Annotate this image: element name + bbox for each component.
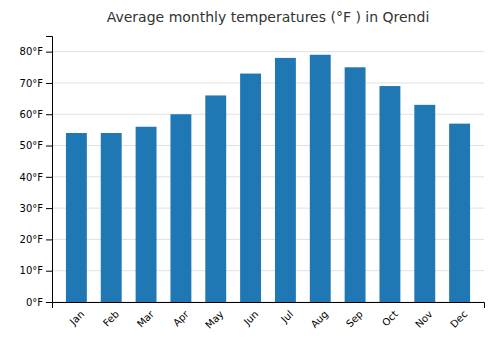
tick-label: 50°F — [20, 140, 44, 151]
bar — [379, 86, 400, 302]
tick: Jul — [278, 308, 295, 325]
tick: Jun — [241, 308, 261, 328]
tick-label: 20°F — [20, 234, 44, 245]
axis-line — [46, 37, 53, 303]
tick: Jan — [67, 308, 86, 327]
bar — [101, 133, 122, 302]
tick-mark — [46, 302, 52, 303]
tick-label: 60°F — [20, 109, 44, 120]
tick-label: Sep — [344, 308, 365, 329]
grid-line — [52, 82, 484, 83]
bar — [449, 124, 470, 302]
chart: 0°F 10°F 20°F 30°F 40°F 50°F 60°F 70°F 80°F Jan Fe… — [0, 0, 500, 350]
tick-label: 30°F — [20, 203, 44, 214]
tick-label: 40°F — [20, 172, 44, 183]
tick-label: Jan — [67, 308, 86, 327]
tick-label: Nov — [413, 308, 435, 330]
x-axis: Jan Feb Mar Apr May Jun Jul Aug Sep Oct Nov Dec — [53, 303, 485, 331]
tick: 0°F — [26, 297, 52, 308]
tick-mark — [46, 271, 52, 272]
tick: 70°F — [20, 78, 52, 89]
tick: Mar — [135, 308, 157, 330]
tick: Sep — [344, 308, 365, 329]
tick: 10°F — [20, 265, 52, 276]
tick-mark — [46, 239, 52, 240]
tick: Dec — [448, 308, 469, 329]
tick-label: 80°F — [20, 46, 44, 57]
tick: Feb — [101, 308, 121, 328]
tick: 80°F — [20, 46, 52, 57]
grid-line — [52, 51, 484, 52]
bar — [345, 67, 366, 302]
tick-mark — [46, 146, 52, 147]
plot: 0°F 10°F 20°F 30°F 40°F 50°F 60°F 70°F 80°F Jan Fe… — [20, 37, 485, 331]
tick-mark — [46, 114, 52, 115]
tick-label: 10°F — [20, 265, 44, 276]
tick-label: May — [203, 308, 225, 330]
axis-line — [53, 303, 485, 309]
grid — [52, 52, 484, 302]
bar — [414, 105, 435, 302]
tick-label: Dec — [448, 308, 469, 329]
tick: 40°F — [20, 172, 52, 183]
bar — [205, 95, 226, 302]
tick: Nov — [413, 308, 435, 330]
bar — [310, 55, 331, 302]
tick-mark — [46, 83, 52, 84]
bar — [136, 127, 157, 302]
tick-label: 70°F — [20, 78, 44, 89]
tick-label: Apr — [171, 308, 192, 329]
bars — [66, 55, 470, 302]
bar — [240, 74, 261, 302]
tick: 50°F — [20, 140, 52, 151]
tick: Oct — [380, 308, 400, 328]
bar — [170, 114, 191, 302]
tick-label: Jul — [278, 308, 295, 325]
title: Average monthly temperatures (°F ) in Qr… — [107, 9, 430, 25]
tick-label: 0°F — [26, 297, 43, 308]
tick-mark — [46, 52, 52, 53]
tick: 30°F — [20, 203, 52, 214]
bar — [66, 133, 87, 302]
tick-mark — [46, 208, 52, 209]
tick: Apr — [171, 308, 192, 329]
bar — [275, 58, 296, 302]
tick: May — [203, 308, 225, 330]
tick: 60°F — [20, 109, 52, 120]
tick-label: Mar — [135, 308, 157, 330]
tick-label: Feb — [101, 308, 121, 328]
tick: Aug — [309, 308, 331, 330]
tick-label: Jun — [241, 308, 261, 328]
tick-mark — [46, 177, 52, 178]
tick: 20°F — [20, 234, 52, 245]
tick-label: Aug — [309, 308, 331, 330]
y-axis: 0°F 10°F 20°F 30°F 40°F 50°F 60°F 70°F 80°F — [20, 37, 53, 308]
tick-label: Oct — [380, 308, 400, 328]
